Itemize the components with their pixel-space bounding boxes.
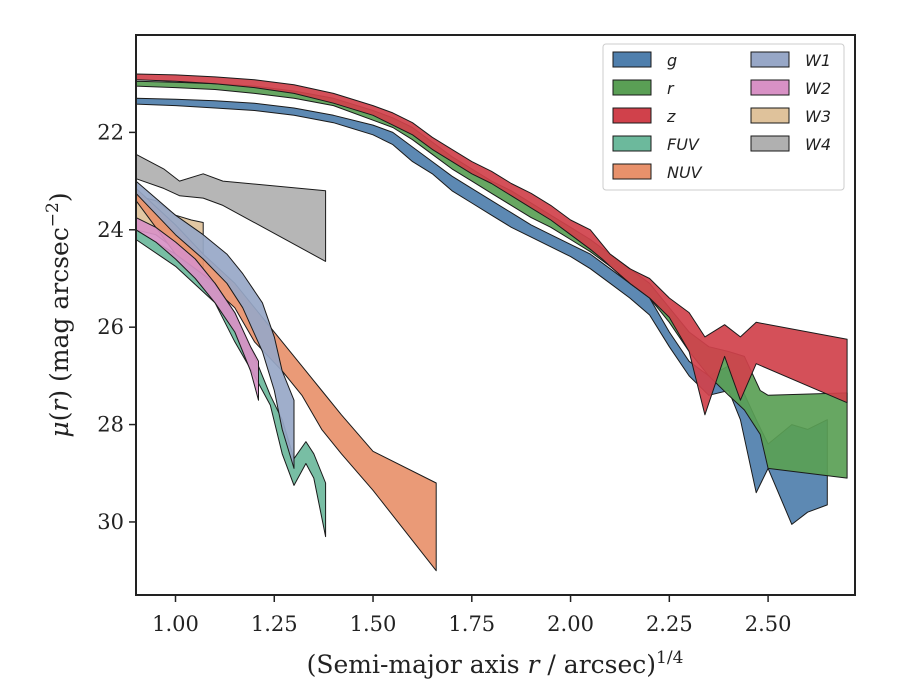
legend: grz FUV NUV W1 W2 W3 W4 [602,43,845,191]
y-axis-label: μ(r) (mag arcsec−2) [43,192,74,437]
y-tick-label: 22 [97,120,124,144]
x-tick-label: 2.50 [745,612,792,636]
legend-label-w2: W2 [805,79,831,98]
y-tick-label: 26 [97,315,124,339]
legend-label-g: g [667,51,677,70]
legend-swatch-r [612,79,652,96]
legend-swatch-w4 [750,135,790,152]
y-tick-label: 24 [97,218,124,242]
plot-frame [135,34,856,596]
legend-swatch-nuv [612,163,652,180]
legend-label-z: z [666,107,676,126]
legend-swatch-w3 [750,107,790,124]
x-tick-label: 1.75 [448,612,495,636]
legend-items: grz FUV NUV W1 W2 W3 W4 [612,51,831,182]
legend-label-nuv: NUV [667,163,703,182]
band-w2 [135,217,259,401]
x-tick-label: 1.25 [251,612,298,636]
legend-label-fuv: FUV [667,135,700,154]
legend-swatch-fuv [612,135,652,152]
x-tick-label: 1.50 [350,612,397,636]
x-tick-label: 1.00 [152,612,199,636]
legend-swatch-w1 [750,51,790,68]
legend-swatch-g [612,51,652,68]
x-axis: 1.00 1.25 1.50 1.75 2.00 2.25 2.50 [152,595,791,636]
y-tick-label: 28 [97,413,124,437]
y-tick-label: 30 [97,510,124,534]
legend-label-w1: W1 [805,51,831,70]
legend-label-w3: W3 [805,107,831,126]
band-w4 [135,153,327,262]
x-tick-label: 2.25 [646,612,693,636]
band-w1 [135,180,295,469]
x-axis-label: (Semi-major axis r / arcsec)1/4 [307,648,684,679]
legend-swatch-z [612,107,652,124]
legend-label-r: r [667,79,675,98]
x-tick-label: 2.00 [547,612,594,636]
y-axis: 22 24 26 28 30 [97,120,136,534]
band-g [135,97,828,525]
legend-label-w4: W4 [805,135,831,154]
legend-swatch-w2 [750,79,790,96]
series-layer [135,73,848,572]
band-z [135,73,848,416]
